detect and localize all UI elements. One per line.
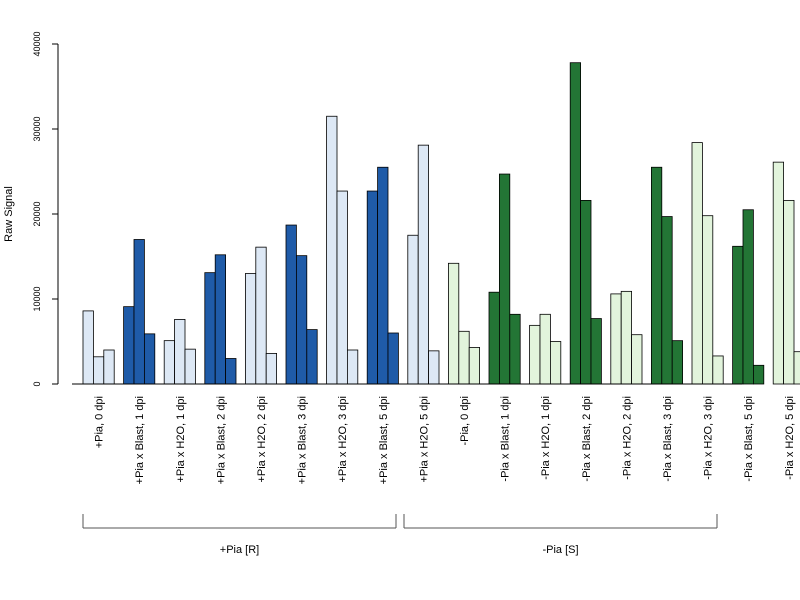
bar (590, 318, 602, 385)
bar (772, 161, 785, 385)
bar (732, 245, 744, 385)
category-label: -Pia x H2O, 3 dpi (703, 396, 715, 480)
bar (82, 310, 94, 385)
bar (529, 324, 541, 385)
bar (265, 352, 278, 385)
bar (793, 351, 800, 385)
bar (255, 246, 267, 385)
group-label: +Pia [R] (220, 544, 259, 556)
bar (783, 199, 795, 385)
bar (631, 334, 643, 385)
category-label: +Pia x Blast, 1 dpi (134, 396, 146, 484)
bar (712, 355, 724, 385)
category-label: +Pia x H2O, 1 dpi (175, 396, 187, 483)
category-label: -Pia x H2O, 2 dpi (621, 396, 633, 480)
category-label: -Pia x Blast, 2 dpi (581, 396, 593, 482)
y-axis: 0 10000 20000 30000 40000 (32, 31, 59, 387)
bar (651, 166, 663, 385)
category-label: -Pia x H2O, 5 dpi (784, 396, 796, 480)
bar (103, 349, 115, 385)
bar (671, 340, 684, 385)
bar (428, 350, 440, 385)
bar (133, 239, 145, 385)
bar (306, 329, 318, 385)
category-label: +Pia x H2O, 2 dpi (256, 396, 268, 483)
category-label: -Pia x H2O, 1 dpi (540, 396, 552, 480)
bar (468, 347, 481, 385)
y-tick-label: 0 (32, 381, 42, 386)
bar (691, 142, 703, 385)
group-label: -Pia [S] (542, 544, 578, 556)
category-label: -Pia x Blast, 1 dpi (500, 396, 512, 482)
bar (326, 115, 338, 385)
y-tick-label: 20000 (32, 201, 42, 226)
bar (550, 341, 562, 385)
category-label: +Pia x H2O, 5 dpi (418, 396, 430, 483)
y-tick-label: 10000 (32, 286, 42, 311)
bar (387, 332, 399, 385)
bar (417, 144, 430, 385)
category-label: +Pia, 0 dpi (94, 396, 106, 448)
bar (225, 358, 237, 385)
category-label: +Pia x Blast, 5 dpi (378, 396, 390, 484)
bar (214, 254, 226, 385)
y-tick-label: 40000 (32, 31, 42, 56)
bar (580, 199, 592, 385)
bar (123, 306, 135, 385)
category-label: -Pia x Blast, 5 dpi (743, 396, 755, 482)
bar (447, 262, 460, 385)
bar (295, 255, 308, 385)
bar (569, 62, 582, 385)
bar (163, 340, 175, 385)
bar (661, 216, 673, 385)
category-label: -Pia, 0 dpi (459, 396, 471, 446)
bar (244, 273, 257, 385)
category-label: -Pia x Blast, 3 dpi (662, 396, 674, 482)
bar (377, 166, 389, 385)
bar (498, 173, 511, 385)
category-label: +Pia x Blast, 2 dpi (215, 396, 227, 484)
category-label: +Pia x Blast, 3 dpi (297, 396, 309, 484)
bar (610, 293, 622, 385)
category-label: +Pia x H2O, 3 dpi (337, 396, 349, 483)
bars (82, 62, 800, 385)
bar (458, 330, 470, 385)
bar (143, 333, 156, 385)
bar (204, 272, 216, 385)
group-brackets: +Pia [R] -Pia [S] (82, 514, 718, 556)
bar (620, 290, 633, 385)
bar (753, 364, 765, 385)
bar (509, 313, 521, 385)
bar (174, 318, 186, 385)
y-axis-title: Raw Signal (3, 186, 15, 242)
bar (184, 348, 196, 385)
bar (285, 224, 297, 385)
bar (539, 313, 551, 385)
bar (407, 234, 419, 385)
bar (336, 190, 348, 385)
bar (488, 291, 500, 385)
category-labels: +Pia, 0 dpi +Pia x Blast, 1 dpi +Pia x H2O… (94, 396, 796, 484)
bar (366, 190, 379, 385)
bar (346, 349, 359, 385)
bar (702, 215, 714, 385)
bar (93, 356, 105, 385)
bar (742, 209, 754, 385)
y-tick-label: 30000 (32, 116, 42, 141)
